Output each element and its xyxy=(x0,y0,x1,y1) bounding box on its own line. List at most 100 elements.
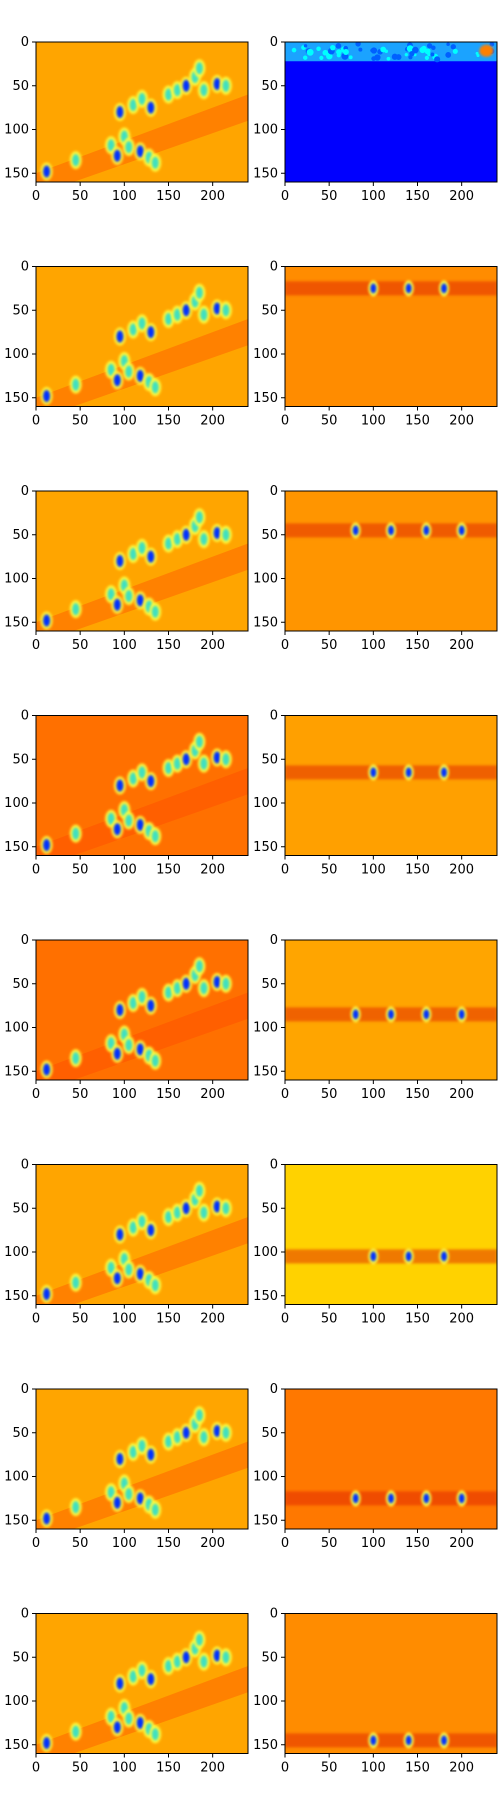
x-tick-label: 200 xyxy=(200,1761,225,1776)
heatmap-blob-core xyxy=(151,381,159,394)
panel-r7-c1: 0 50 100 150 200 0 50 100 150 xyxy=(253,1607,498,1776)
heatmap-blob-core xyxy=(423,1493,430,1504)
y-tick-label: 150 xyxy=(253,1064,278,1079)
heatmap-blob-core xyxy=(136,1492,144,1505)
heatmap-blob-core xyxy=(370,767,377,778)
heatmap-blob-core xyxy=(107,1037,115,1050)
heatmap-blob-core xyxy=(222,1651,230,1664)
y-tick-label: 0 xyxy=(21,933,29,948)
heatmap-blob-core xyxy=(182,1426,190,1439)
y-tick-label: 50 xyxy=(261,1650,278,1665)
heatmap-noise xyxy=(303,44,308,48)
heatmap-blob-core xyxy=(458,525,465,536)
panel-r0-c0: 0 50 100 150 200 0 50 100 150 xyxy=(4,35,249,204)
axes-frame xyxy=(35,715,249,856)
panel-r6-c1: 0 50 100 150 200 0 50 100 150 xyxy=(253,1382,498,1551)
heatmap-blob-core xyxy=(136,369,144,382)
heatmap-blob-core xyxy=(213,78,221,90)
heatmap-image xyxy=(36,491,248,631)
x-tick-label: 50 xyxy=(321,414,338,429)
x-tick-label: 150 xyxy=(405,863,430,878)
heatmap-blob-core xyxy=(165,88,172,101)
panel-r2-c0: 0 50 100 150 200 0 50 100 150 xyxy=(4,484,249,653)
y-tick-label: 50 xyxy=(12,1426,29,1441)
x-tick-label: 50 xyxy=(321,863,338,878)
heatmap-blob-core xyxy=(116,1453,124,1465)
heatmap-blob-core xyxy=(222,79,230,92)
heatmap-blob-core xyxy=(43,165,51,178)
heatmap-noise xyxy=(419,46,426,54)
heatmap-blob-core xyxy=(72,1725,80,1738)
heatmap-background xyxy=(285,715,497,856)
heatmap-noise xyxy=(476,53,480,58)
heatmap-blob-core xyxy=(165,762,172,774)
x-tick-label: 200 xyxy=(449,863,474,878)
heatmap-noise xyxy=(322,49,329,56)
heatmap-blob-core xyxy=(151,156,159,169)
x-tick-label: 0 xyxy=(281,1312,289,1327)
heatmap-blob-core xyxy=(72,154,80,167)
heatmap-blob-core xyxy=(352,525,359,536)
heatmap-blob-core xyxy=(125,1039,133,1051)
heatmap-blob-core xyxy=(136,1267,144,1280)
heatmap-blob-core xyxy=(441,1735,447,1746)
heatmap-noise xyxy=(452,48,458,54)
y-tick-label: 150 xyxy=(253,1289,278,1304)
x-tick-label: 200 xyxy=(449,1761,474,1776)
axes-frame xyxy=(284,715,498,856)
heatmap-noise xyxy=(430,52,435,57)
y-tick-label: 150 xyxy=(253,391,278,406)
heatmap-noise xyxy=(306,48,314,56)
axes-frame xyxy=(35,1613,249,1754)
heatmap-blob-core xyxy=(72,827,80,840)
heatmap-blob-core xyxy=(405,283,412,294)
y-tick-label: 100 xyxy=(4,347,29,362)
heatmap-blob-core xyxy=(200,84,208,97)
heatmap-noise xyxy=(412,46,419,54)
heatmap-blob-core xyxy=(213,1649,221,1662)
y-tick-label: 0 xyxy=(21,1607,29,1622)
x-tick-label: 200 xyxy=(200,189,225,204)
heatmap-blob-core xyxy=(222,753,230,766)
heatmap-noise xyxy=(426,43,433,49)
x-tick-label: 150 xyxy=(405,414,430,429)
heatmap-noise xyxy=(335,43,342,49)
heatmap-blob-core xyxy=(125,141,133,153)
heatmap-blob-core xyxy=(200,982,208,995)
heatmap-blob-core xyxy=(182,977,190,990)
x-tick-label: 150 xyxy=(405,1087,430,1102)
axes-frame xyxy=(35,490,249,632)
x-tick-label: 0 xyxy=(32,1536,40,1551)
heatmap-blob-core xyxy=(129,1221,137,1234)
heatmap-noise xyxy=(380,46,387,53)
x-tick-label: 0 xyxy=(281,863,289,878)
heatmap-blob-core xyxy=(458,1009,465,1020)
axes-frame xyxy=(284,1613,498,1754)
y-tick-label: 150 xyxy=(4,1064,29,1079)
heatmap-blob-core xyxy=(147,1673,155,1686)
y-tick-label: 150 xyxy=(253,166,278,181)
heatmap-blob-core xyxy=(136,1043,144,1056)
axes-frame xyxy=(35,939,249,1081)
y-tick-label: 100 xyxy=(253,572,278,587)
x-tick-label: 0 xyxy=(281,189,289,204)
heatmap-background xyxy=(285,1613,497,1754)
y-tick-label: 100 xyxy=(4,1470,29,1485)
axes-frame xyxy=(35,1164,249,1305)
x-tick-label: 0 xyxy=(281,414,289,429)
x-tick-label: 150 xyxy=(156,414,181,429)
heatmap-blob-core xyxy=(107,1486,115,1499)
x-tick-label: 50 xyxy=(72,863,89,878)
x-tick-label: 150 xyxy=(156,189,181,204)
x-tick-label: 150 xyxy=(405,1761,430,1776)
heatmap-image xyxy=(36,1389,248,1529)
axes-frame xyxy=(35,41,249,183)
heatmap-blob-core xyxy=(195,735,203,748)
y-tick-label: 150 xyxy=(4,615,29,630)
y-tick-label: 0 xyxy=(21,35,29,50)
heatmap-noise xyxy=(391,53,398,60)
heatmap-image xyxy=(285,1613,497,1754)
y-tick-label: 150 xyxy=(4,1513,29,1528)
heatmap-blob-core xyxy=(165,1660,172,1672)
x-tick-label: 0 xyxy=(32,414,40,429)
